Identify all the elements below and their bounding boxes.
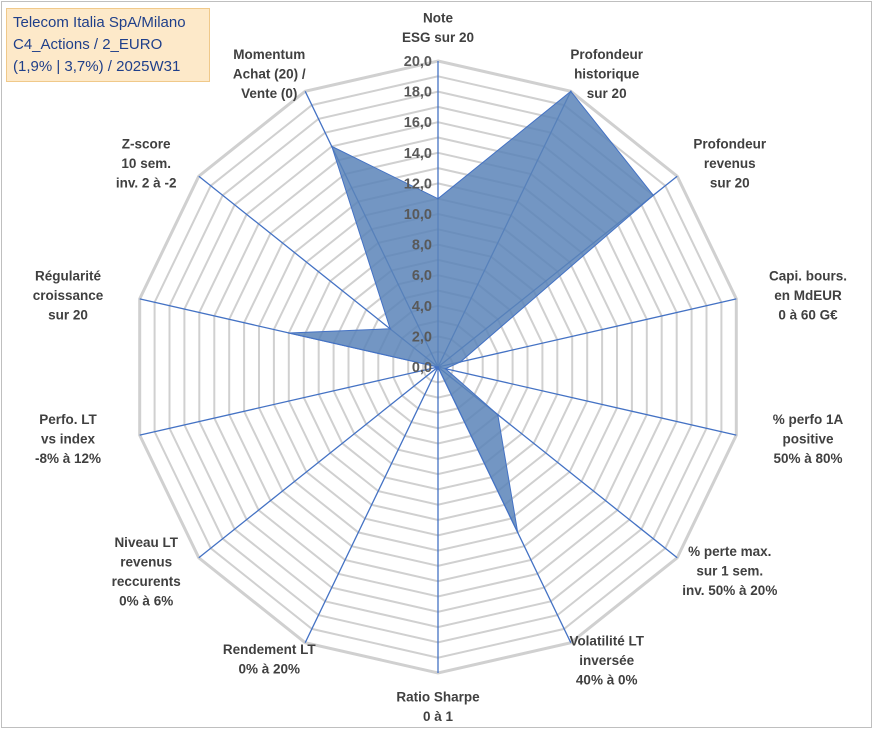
axis-label-line: Volatilité LT: [569, 633, 644, 648]
spoke-5: [437, 366, 737, 436]
axis-label-line: Niveau LT: [114, 535, 178, 550]
axis-label-4: Capi. bours. en MdEUR 0 à 60 G€: [769, 269, 847, 323]
tick-label-2: 4,0: [412, 299, 432, 315]
axis-label-line: 0% à 20%: [239, 662, 301, 677]
axis-label-line: sur 1 sem.: [696, 563, 763, 578]
axis-label-line: croissance: [33, 288, 104, 303]
axis-label-line: -8% à 12%: [35, 451, 101, 466]
spoke-11: [139, 366, 439, 436]
data-point-3: [652, 194, 655, 197]
tick-label-0: 0,0: [412, 360, 432, 376]
axis-label-line: % perte max.: [688, 544, 771, 559]
radar-tick-labels: 0,0 2,0 4,0 6,0 8,0 10,0 12,0 14,0 16,0 18,0 20,0: [404, 54, 432, 376]
chart-title-line-1: Telecom Italia SpA/Milano: [13, 14, 186, 31]
axis-label-line: historique: [574, 67, 640, 82]
axis-label-line: 40% à 0%: [576, 672, 638, 687]
axis-label-line: Vente (0): [241, 86, 297, 101]
tick-label-10: 20,0: [404, 54, 432, 70]
axis-label-line: % perfo 1A: [773, 412, 844, 427]
axis-label-line: Capi. bours.: [769, 269, 847, 284]
series-area: [288, 90, 654, 533]
data-point-7: [516, 531, 519, 534]
axis-label-11: Perfo. LT vs index -8% à 12%: [35, 412, 101, 466]
axis-label-line: inversée: [579, 653, 634, 668]
axis-label-line: Ratio Sharpe: [396, 690, 480, 705]
axis-label-10: Niveau LT revenus reccurents 0% à 6%: [112, 535, 181, 609]
tick-label-4: 8,0: [412, 238, 432, 254]
chart-title-line-2: C4_Actions / 2_EURO: [13, 36, 163, 53]
axis-label-line: 10 sem.: [121, 156, 171, 171]
axis-label-line: Momentum: [233, 47, 305, 62]
data-point-5: [444, 367, 447, 370]
axis-label-line: sur 20: [48, 308, 88, 323]
axis-label-line: 0 à 60 G€: [778, 308, 838, 323]
axis-label-line: Note: [423, 11, 453, 26]
data-point-11: [437, 366, 439, 368]
axis-label-line: en MdEUR: [774, 288, 842, 303]
data-point-1: [437, 197, 439, 200]
axis-label-line: 0 à 1: [423, 709, 454, 724]
spoke-4: [437, 298, 737, 368]
axis-label-13: Z-score 10 sem. inv. 2 à -2: [116, 137, 177, 191]
spoke-9: [304, 366, 439, 643]
axis-label-line: Z-score: [122, 137, 171, 152]
axis-label-line: positive: [782, 431, 834, 446]
tick-label-5: 10,0: [404, 207, 432, 223]
tick-label-8: 16,0: [404, 115, 432, 131]
data-point-12: [288, 332, 290, 334]
axis-label-line: ESG sur 20: [402, 30, 474, 45]
chart-title-box: Telecom Italia SpA/Milano C4_Actions / 2…: [6, 8, 210, 82]
tick-label-3: 6,0: [412, 268, 432, 284]
axis-label-line: Achat (20) /: [233, 67, 306, 82]
axis-label-9: Rendement LT 0% à 20%: [223, 642, 317, 677]
data-point-13: [389, 328, 392, 330]
axis-label-line: sur 20: [587, 86, 627, 101]
tick-label-1: 2,0: [412, 329, 432, 345]
data-point-2: [570, 90, 572, 93]
radar-series: [288, 90, 655, 534]
tick-label-6: 12,0: [404, 176, 432, 192]
axis-label-7: Volatilité LT inversée 40% à 0%: [569, 633, 644, 687]
axis-label-3: Profondeur revenus sur 20: [693, 137, 766, 191]
axis-label-5: % perfo 1A positive 50% à 80%: [773, 412, 844, 466]
axis-label-line: inv. 50% à 20%: [682, 583, 777, 598]
radar-axis-labels: Note ESG sur 20 Profondeur historique sur 20…: [33, 11, 847, 725]
axis-label-line: vs index: [41, 431, 96, 446]
data-point-6: [497, 413, 499, 416]
axis-label-line: revenus: [704, 156, 756, 171]
data-point-14: [331, 145, 333, 148]
axis-label-line: 50% à 80%: [773, 451, 842, 466]
spoke-10: [198, 366, 439, 559]
axis-label-2: Profondeur historique sur 20: [570, 47, 643, 101]
axis-label-line: inv. 2 à -2: [116, 176, 177, 191]
axis-label-12: Régularité croissance sur 20: [33, 269, 104, 323]
chart-title-line-3: (1,9% | 3,7%) / 2025W31: [13, 58, 181, 75]
axis-label-line: sur 20: [710, 176, 750, 191]
axis-label-line: reccurents: [112, 574, 181, 589]
tick-label-7: 14,0: [404, 146, 432, 162]
axis-label-line: Perfo. LT: [39, 412, 97, 427]
axis-label-line: Régularité: [35, 269, 102, 284]
axis-label-line: 0% à 6%: [119, 594, 173, 609]
axis-label-14: Momentum Achat (20) / Vente (0): [233, 47, 306, 101]
data-point-4: [459, 361, 462, 363]
axis-label-line: Profondeur: [570, 47, 643, 62]
axis-label-line: Profondeur: [693, 137, 766, 152]
axis-label-1: Note ESG sur 20: [402, 11, 474, 46]
axis-label-8: Ratio Sharpe 0 à 1: [396, 690, 480, 725]
axis-label-line: Rendement LT: [223, 642, 317, 657]
axis-label-6: % perte max. sur 1 sem. inv. 50% à 20%: [682, 544, 777, 598]
axis-label-line: revenus: [120, 555, 172, 570]
tick-label-9: 18,0: [404, 85, 432, 101]
